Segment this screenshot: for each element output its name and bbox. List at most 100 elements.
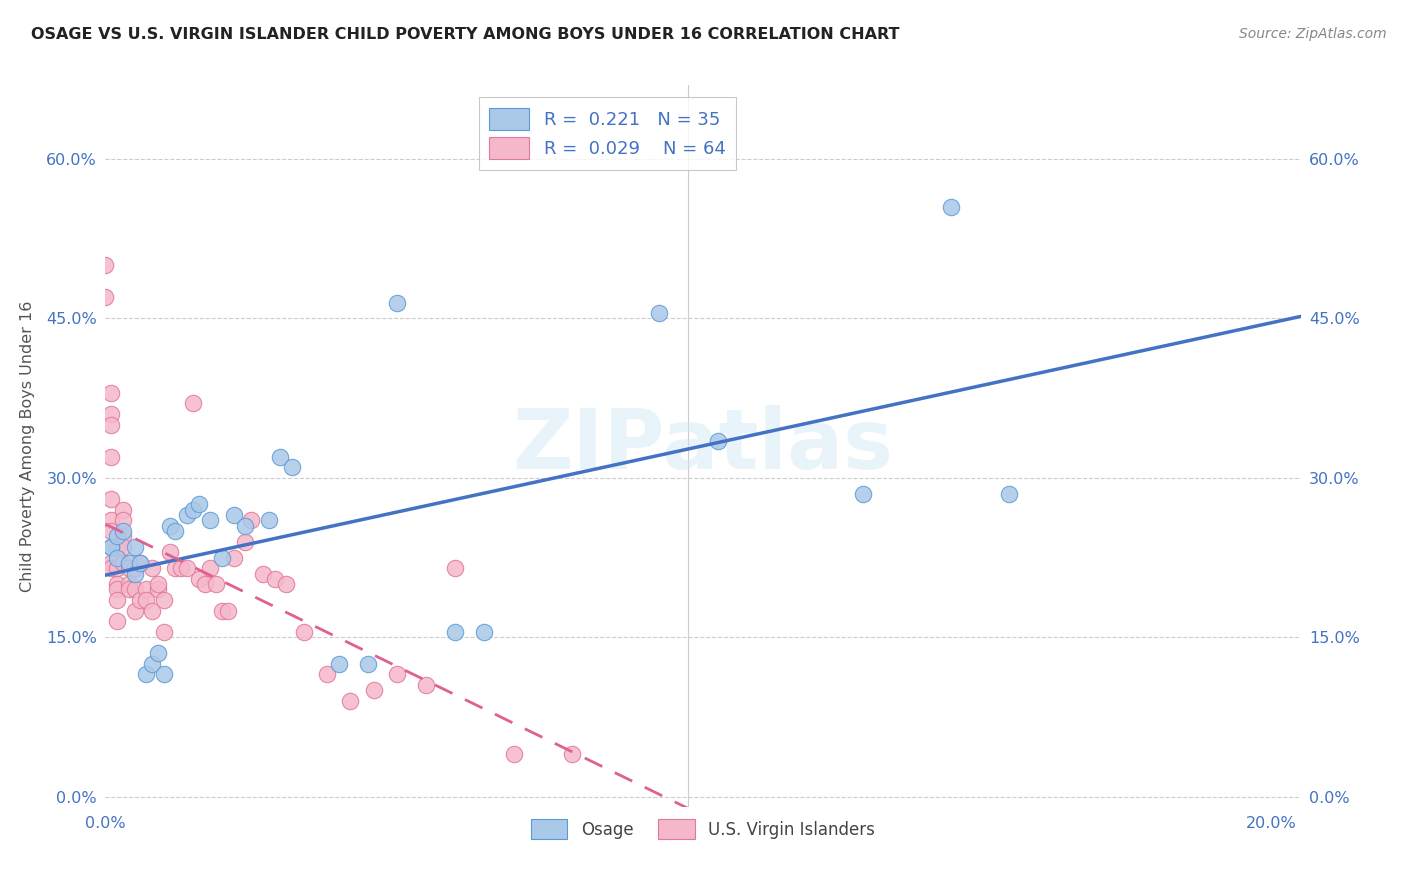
Point	[385, 295, 408, 310]
Point	[181, 396, 204, 410]
Point	[235, 534, 257, 549]
Point	[561, 747, 583, 761]
Point	[159, 545, 181, 559]
Point	[146, 646, 169, 660]
Point	[292, 624, 315, 639]
Text: ZIPatlas: ZIPatlas	[513, 406, 893, 486]
Point	[100, 540, 122, 554]
Point	[111, 524, 134, 538]
Point	[852, 487, 875, 501]
Point	[129, 593, 152, 607]
Point	[339, 694, 361, 708]
Point	[105, 582, 128, 597]
Point	[124, 540, 146, 554]
Point	[316, 667, 339, 681]
Point	[100, 492, 122, 507]
Point	[240, 513, 263, 527]
Point	[187, 498, 209, 512]
Point	[276, 577, 298, 591]
Point	[211, 604, 233, 618]
Point	[129, 556, 152, 570]
Point	[129, 556, 152, 570]
Point	[100, 450, 122, 464]
Point	[152, 593, 174, 607]
Point	[135, 582, 157, 597]
Point	[141, 657, 163, 671]
Point	[94, 290, 117, 304]
Point	[222, 550, 245, 565]
Point	[357, 657, 380, 671]
Point	[152, 624, 174, 639]
Point	[100, 407, 122, 421]
Point	[263, 572, 285, 586]
Point	[269, 450, 291, 464]
Point	[170, 561, 193, 575]
Point	[118, 577, 141, 591]
Point	[146, 577, 169, 591]
Point	[181, 502, 204, 516]
Point	[998, 487, 1021, 501]
Point	[939, 200, 962, 214]
Point	[648, 306, 671, 320]
Point	[205, 577, 228, 591]
Point	[363, 683, 385, 698]
Point	[100, 540, 122, 554]
Point	[141, 561, 163, 575]
Point	[111, 556, 134, 570]
Point	[217, 604, 239, 618]
Point	[415, 678, 437, 692]
Point	[111, 513, 134, 527]
Y-axis label: Child Poverty Among Boys Under 16: Child Poverty Among Boys Under 16	[20, 301, 35, 591]
Point	[211, 550, 233, 565]
Point	[474, 624, 496, 639]
Point	[200, 561, 222, 575]
Point	[200, 513, 222, 527]
Point	[100, 561, 122, 575]
Point	[146, 582, 169, 597]
Point	[118, 556, 141, 570]
Point	[105, 593, 128, 607]
Point	[176, 508, 198, 522]
Point	[159, 518, 181, 533]
Point	[100, 556, 122, 570]
Point	[100, 513, 122, 527]
Point	[100, 417, 122, 432]
Point	[118, 561, 141, 575]
Point	[502, 747, 524, 761]
Point	[111, 540, 134, 554]
Point	[176, 561, 198, 575]
Point	[152, 667, 174, 681]
Point	[105, 540, 128, 554]
Point	[141, 604, 163, 618]
Point	[124, 561, 146, 575]
Point	[235, 518, 257, 533]
Point	[124, 604, 146, 618]
Point	[444, 561, 467, 575]
Point	[111, 529, 134, 543]
Point	[135, 667, 157, 681]
Point	[252, 566, 274, 581]
Point	[124, 566, 146, 581]
Point	[105, 561, 128, 575]
Point	[124, 582, 146, 597]
Point	[105, 577, 128, 591]
Point	[105, 550, 128, 565]
Point	[257, 513, 280, 527]
Point	[444, 624, 467, 639]
Point	[100, 385, 122, 400]
Point	[385, 667, 408, 681]
Text: OSAGE VS U.S. VIRGIN ISLANDER CHILD POVERTY AMONG BOYS UNDER 16 CORRELATION CHAR: OSAGE VS U.S. VIRGIN ISLANDER CHILD POVE…	[31, 27, 900, 42]
Legend: Osage, U.S. Virgin Islanders: Osage, U.S. Virgin Islanders	[524, 813, 882, 846]
Point	[706, 434, 728, 448]
Point	[111, 502, 134, 516]
Point	[165, 561, 187, 575]
Point	[165, 524, 187, 538]
Point	[222, 508, 245, 522]
Point	[94, 259, 117, 273]
Point	[100, 524, 122, 538]
Point	[135, 593, 157, 607]
Point	[328, 657, 350, 671]
Point	[187, 572, 209, 586]
Point	[105, 615, 128, 629]
Text: Source: ZipAtlas.com: Source: ZipAtlas.com	[1239, 27, 1386, 41]
